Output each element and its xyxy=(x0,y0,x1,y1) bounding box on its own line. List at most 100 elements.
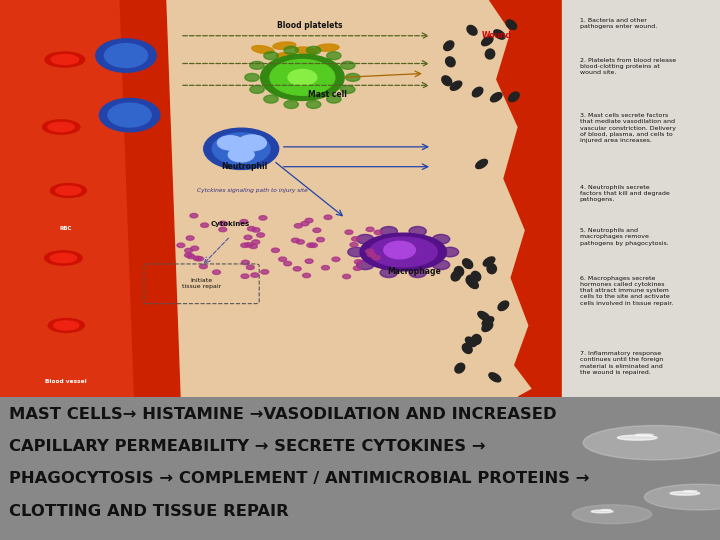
Ellipse shape xyxy=(467,25,477,35)
Circle shape xyxy=(293,267,301,271)
Ellipse shape xyxy=(482,36,493,46)
Ellipse shape xyxy=(462,343,472,354)
Circle shape xyxy=(201,223,209,227)
Ellipse shape xyxy=(450,81,462,90)
Ellipse shape xyxy=(476,159,487,168)
Text: Wound: Wound xyxy=(482,31,512,40)
Ellipse shape xyxy=(494,30,505,39)
Circle shape xyxy=(99,98,160,132)
Circle shape xyxy=(248,226,256,231)
Circle shape xyxy=(409,268,426,278)
Circle shape xyxy=(332,257,340,261)
Circle shape xyxy=(238,135,266,151)
Circle shape xyxy=(307,243,315,247)
Circle shape xyxy=(212,133,270,165)
Text: 1. Bacteria and other
pathogens enter wound.: 1. Bacteria and other pathogens enter wo… xyxy=(580,18,657,29)
Circle shape xyxy=(292,238,300,242)
Ellipse shape xyxy=(487,264,496,274)
Text: MAST CELLS→ HISTAMINE →VASODILATION AND INCREASED: MAST CELLS→ HISTAMINE →VASODILATION AND … xyxy=(9,407,557,422)
Ellipse shape xyxy=(316,44,339,51)
Ellipse shape xyxy=(471,272,481,281)
Circle shape xyxy=(284,100,298,109)
Circle shape xyxy=(374,230,382,235)
Ellipse shape xyxy=(55,186,81,195)
Circle shape xyxy=(259,215,267,220)
Ellipse shape xyxy=(482,322,492,332)
Circle shape xyxy=(301,221,309,226)
Ellipse shape xyxy=(369,237,438,267)
Circle shape xyxy=(96,39,156,72)
Text: Cytokines: Cytokines xyxy=(211,221,250,227)
Ellipse shape xyxy=(683,490,697,492)
Circle shape xyxy=(271,248,279,253)
Circle shape xyxy=(219,227,227,232)
Circle shape xyxy=(284,261,292,266)
Ellipse shape xyxy=(48,123,74,132)
Circle shape xyxy=(190,213,198,218)
Ellipse shape xyxy=(42,120,80,134)
Circle shape xyxy=(244,235,252,240)
Ellipse shape xyxy=(467,279,478,288)
Circle shape xyxy=(317,238,325,242)
Circle shape xyxy=(380,268,397,278)
Circle shape xyxy=(372,255,380,260)
Text: 5. Neutrophils and
macrophages remove
pathogens by phagocytosis.: 5. Neutrophils and macrophages remove pa… xyxy=(580,228,668,246)
Circle shape xyxy=(348,247,365,257)
Circle shape xyxy=(307,46,321,55)
Circle shape xyxy=(409,226,426,236)
Text: RBC: RBC xyxy=(60,226,73,231)
Circle shape xyxy=(387,248,395,252)
Circle shape xyxy=(217,136,243,150)
Ellipse shape xyxy=(45,251,82,265)
Circle shape xyxy=(433,234,450,244)
Ellipse shape xyxy=(490,93,502,102)
Circle shape xyxy=(246,265,254,269)
Circle shape xyxy=(186,236,194,240)
Ellipse shape xyxy=(45,52,85,67)
Ellipse shape xyxy=(294,47,318,55)
Circle shape xyxy=(261,55,344,100)
Ellipse shape xyxy=(472,334,481,345)
Circle shape xyxy=(380,226,397,236)
Circle shape xyxy=(199,264,207,269)
Circle shape xyxy=(184,253,192,258)
Circle shape xyxy=(241,260,249,265)
Circle shape xyxy=(354,260,362,264)
Circle shape xyxy=(302,273,310,278)
Ellipse shape xyxy=(444,41,454,51)
Circle shape xyxy=(345,230,353,234)
Ellipse shape xyxy=(472,87,483,97)
Circle shape xyxy=(356,234,374,244)
Ellipse shape xyxy=(442,76,451,86)
Circle shape xyxy=(305,259,313,264)
Ellipse shape xyxy=(252,45,274,53)
Ellipse shape xyxy=(506,20,516,30)
Circle shape xyxy=(350,242,358,247)
Circle shape xyxy=(343,274,351,279)
Circle shape xyxy=(366,249,374,253)
Circle shape xyxy=(366,227,374,232)
Text: 7. Inflammatory response
continues until the foreign
material is eliminated and
: 7. Inflammatory response continues until… xyxy=(580,351,663,375)
Circle shape xyxy=(240,243,248,247)
Ellipse shape xyxy=(273,42,296,49)
Polygon shape xyxy=(490,0,720,397)
Circle shape xyxy=(196,256,204,261)
Circle shape xyxy=(313,228,321,232)
Circle shape xyxy=(193,256,201,261)
Circle shape xyxy=(307,100,321,109)
Circle shape xyxy=(327,52,341,59)
Circle shape xyxy=(270,59,335,95)
Ellipse shape xyxy=(455,363,464,373)
Ellipse shape xyxy=(601,509,611,510)
Ellipse shape xyxy=(465,337,477,347)
Circle shape xyxy=(249,244,257,248)
Ellipse shape xyxy=(489,373,500,382)
Circle shape xyxy=(288,70,317,85)
Polygon shape xyxy=(0,0,133,397)
Circle shape xyxy=(341,85,355,93)
Ellipse shape xyxy=(360,233,446,271)
Circle shape xyxy=(324,215,332,219)
Text: Initiate
tissue repair: Initiate tissue repair xyxy=(182,278,221,289)
Circle shape xyxy=(305,218,313,222)
Circle shape xyxy=(108,103,151,127)
